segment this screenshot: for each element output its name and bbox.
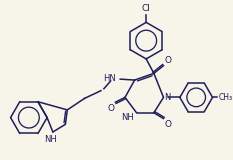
Text: NH: NH (121, 113, 134, 122)
Text: NH: NH (45, 135, 57, 144)
Text: O: O (164, 120, 171, 129)
Text: N: N (164, 93, 171, 102)
Text: HN: HN (104, 74, 116, 83)
Text: Cl: Cl (142, 4, 151, 13)
Text: CH₃: CH₃ (218, 93, 233, 102)
Text: O: O (164, 56, 171, 65)
Text: O: O (107, 104, 114, 113)
